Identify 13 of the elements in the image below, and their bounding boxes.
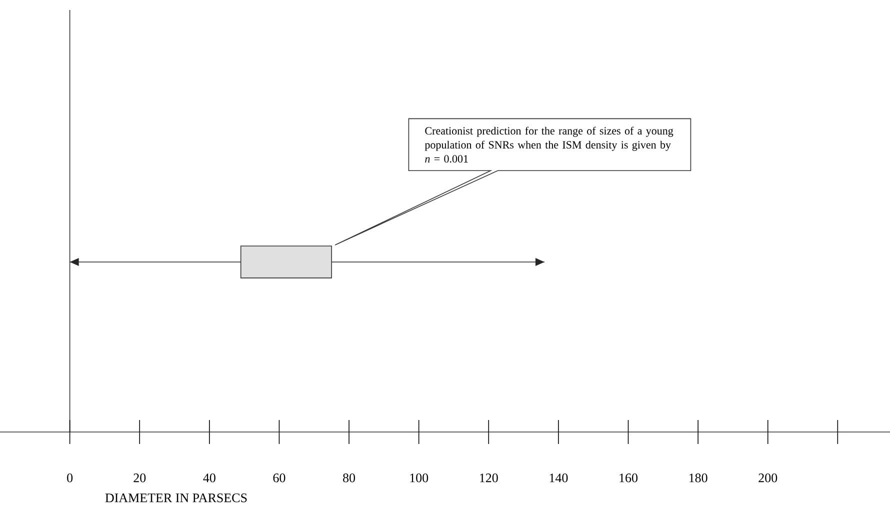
x-tick-label: 20 xyxy=(134,474,146,482)
x-tick-label: 80 xyxy=(343,474,356,482)
x-tick-label: 160 xyxy=(620,474,638,482)
x-tick-label: 0 xyxy=(67,474,73,482)
x-tick-label: 120 xyxy=(480,474,498,482)
annotation: Creationist prediction for the range of sizes of a young population of SNRs when the ISM density is given by n = 0.001 xyxy=(424,126,674,163)
x-tick-label: 140 xyxy=(550,474,568,482)
x-tick-label: 60 xyxy=(273,474,286,482)
x-axis-title: DIAMETER IN PARSECS xyxy=(105,494,247,502)
x-tick-label: 100 xyxy=(410,474,428,482)
x-tick-label: 40 xyxy=(203,474,216,482)
x-tick-label: 200 xyxy=(758,474,778,482)
x-tick-label: 180 xyxy=(689,474,708,482)
